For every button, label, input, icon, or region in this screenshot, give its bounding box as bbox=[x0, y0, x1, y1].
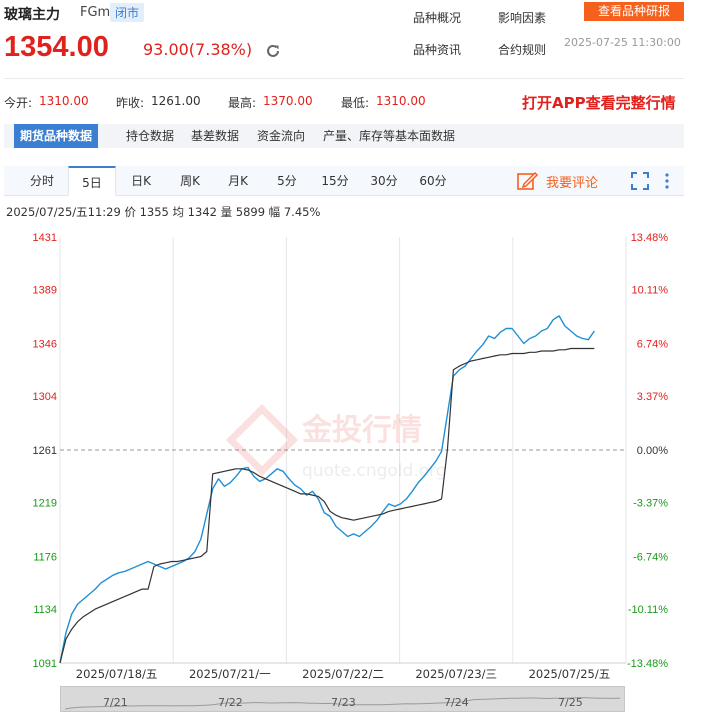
y-percent-tick-label: 3.37% bbox=[637, 391, 668, 403]
period-tab-15min[interactable]: 15分 bbox=[321, 174, 349, 188]
comment-link[interactable]: 我要评论 bbox=[546, 176, 599, 191]
x-tick-label: 2025/07/22/二 bbox=[302, 667, 384, 681]
tab-basis[interactable]: 基差数据 bbox=[191, 129, 240, 143]
y-percent-tick-label: -13.48% bbox=[627, 658, 668, 670]
y-percent-tick-label: 0.00% bbox=[637, 445, 668, 457]
price-line bbox=[59, 315, 595, 664]
y-tick-label: 1389 bbox=[33, 285, 57, 297]
navigator-label: 7/25 bbox=[558, 696, 583, 709]
series-group bbox=[59, 315, 595, 664]
tab-fundamentals[interactable]: 产量、库存等基本面数据 bbox=[323, 129, 456, 143]
stat-low-label: 最低: bbox=[341, 96, 370, 110]
link-contract-rules[interactable]: 合约规则 bbox=[498, 43, 547, 57]
period-tab-5min[interactable]: 5分 bbox=[277, 174, 297, 188]
last-price: 1354.00 bbox=[4, 31, 109, 63]
instrument-name: 玻璃主力 bbox=[4, 7, 60, 23]
watermark-logo-icon bbox=[225, 403, 299, 477]
price-change: 93.00(7.38%) bbox=[143, 40, 253, 59]
navigator-label: 7/24 bbox=[444, 696, 469, 709]
period-bar: 分时 5日 日K 周K 月K 5分 15分 30分 60分 bbox=[4, 166, 684, 196]
y-percent-tick-label: 10.11% bbox=[632, 285, 669, 297]
tab-futures-data[interactable]: 期货品种数据 bbox=[14, 124, 99, 148]
average-price-line bbox=[59, 347, 595, 664]
navigator-label: 7/22 bbox=[218, 696, 243, 709]
instrument-code: FGm bbox=[80, 5, 111, 20]
fullscreen-icon[interactable] bbox=[631, 172, 649, 190]
y-tick-label: 1304 bbox=[33, 391, 57, 403]
chart-grid bbox=[59, 237, 627, 664]
watermark: 金投行情 quote.cngold.org bbox=[225, 403, 447, 481]
view-research-button[interactable]: 查看品种研报 bbox=[584, 2, 684, 21]
stat-open-value: 1310.00 bbox=[39, 94, 89, 108]
update-time: 2025-07-25 11:30:00 bbox=[564, 36, 681, 49]
open-app-link[interactable]: 打开APP查看完整行情 bbox=[522, 94, 676, 112]
x-tick-label: 2025/07/25/五 bbox=[529, 667, 611, 681]
y-tick-label: 1219 bbox=[33, 498, 57, 510]
x-tick-label: 2025/07/18/五 bbox=[76, 667, 158, 681]
period-tab-intraday[interactable]: 分时 bbox=[29, 174, 54, 188]
stat-high-label: 最高: bbox=[228, 96, 257, 110]
x-axis-day-labels: 2025/07/18/五 2025/07/21/一 2025/07/22/二 2025… bbox=[76, 667, 610, 681]
y-percent-tick-label: 6.74% bbox=[637, 339, 668, 351]
range-navigator[interactable]: 7/21 7/22 7/23 7/24 7/25 bbox=[60, 686, 625, 712]
period-tab-60min[interactable]: 60分 bbox=[419, 174, 447, 188]
market-status-badge: 闭市 bbox=[110, 3, 145, 22]
navigator-label: 7/21 bbox=[103, 696, 128, 709]
data-tabs: 期货品种数据 持仓数据 基差数据 资金流向 产量、库存等基本面数据 bbox=[4, 124, 684, 148]
tab-positions[interactable]: 持仓数据 bbox=[126, 129, 175, 143]
tab-fund-flow[interactable]: 资金流向 bbox=[257, 129, 306, 143]
period-tab-5day[interactable]: 5日 bbox=[68, 166, 116, 196]
crosshair-info-line: 2025/07/25/五11:29 价 1355 均 1342 量 5899 幅… bbox=[6, 205, 321, 219]
stat-prev-close-value: 1261.00 bbox=[151, 94, 201, 108]
navigator-sparkline bbox=[64, 697, 621, 710]
link-overview[interactable]: 品种概况 bbox=[413, 11, 462, 25]
stat-high-value: 1370.00 bbox=[263, 94, 313, 108]
period-tab-monthly[interactable]: 月K bbox=[228, 174, 248, 188]
y-percent-tick-label: 13.48% bbox=[631, 232, 669, 244]
five-day-price-chart[interactable]: 金投行情 quote.cngold.org 1431 1389 1346 1304 12… bbox=[0, 226, 703, 686]
y-tick-label: 1431 bbox=[33, 232, 57, 244]
y-percent-tick-label: -10.11% bbox=[628, 604, 668, 616]
more-menu-icon[interactable] bbox=[663, 172, 671, 190]
stat-low-value: 1310.00 bbox=[376, 94, 426, 108]
y-axis-percent-labels: 13.48% 10.11% 6.74% 3.37% 0.00% -3.37% -6.74% -… bbox=[627, 232, 668, 670]
y-tick-label: 1261 bbox=[33, 445, 57, 457]
stat-open-label: 今开: bbox=[4, 96, 33, 110]
y-tick-label: 1091 bbox=[33, 658, 57, 670]
comment-icon[interactable] bbox=[517, 171, 539, 191]
period-tab-weekly[interactable]: 周K bbox=[180, 174, 200, 188]
link-factors[interactable]: 影响因素 bbox=[498, 11, 547, 25]
y-tick-label: 1176 bbox=[33, 552, 57, 564]
watermark-text: 金投行情 bbox=[301, 413, 422, 448]
watermark-subtext: quote.cngold.org bbox=[302, 461, 447, 481]
y-axis-price-labels: 1431 1389 1346 1304 1261 1219 1176 1134 1091 bbox=[33, 232, 57, 670]
divider bbox=[4, 78, 684, 79]
x-tick-label: 2025/07/23/三 bbox=[415, 667, 497, 681]
period-tab-daily[interactable]: 日K bbox=[131, 174, 151, 188]
y-tick-label: 1346 bbox=[33, 339, 57, 351]
period-tab-30min[interactable]: 30分 bbox=[370, 174, 398, 188]
y-percent-tick-label: -3.37% bbox=[633, 498, 668, 510]
y-percent-tick-label: -6.74% bbox=[633, 552, 668, 564]
refresh-icon[interactable] bbox=[264, 42, 282, 60]
y-tick-label: 1134 bbox=[33, 604, 57, 616]
link-news[interactable]: 品种资讯 bbox=[413, 43, 462, 57]
navigator-label: 7/23 bbox=[331, 696, 356, 709]
x-tick-label: 2025/07/21/一 bbox=[189, 667, 271, 681]
stat-prev-close-label: 昨收: bbox=[116, 96, 145, 110]
